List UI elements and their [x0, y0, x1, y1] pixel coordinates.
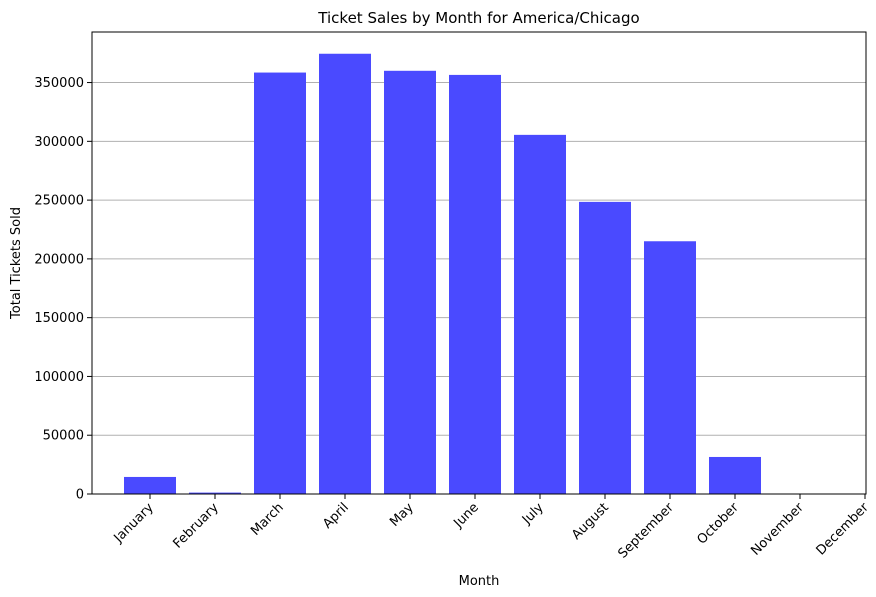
x-tick-label: January: [111, 500, 157, 546]
x-tick-label: November: [748, 500, 807, 559]
x-axis-title: Month: [459, 574, 500, 589]
x-tick-label: February: [170, 500, 222, 552]
x-tick-label: July: [519, 500, 547, 528]
bar-july: [514, 134, 566, 494]
bar-september: [644, 241, 696, 494]
bars: [124, 53, 761, 495]
bar-october: [709, 456, 761, 494]
x-tick-label: September: [615, 500, 677, 562]
y-tick-label: 250000: [34, 194, 84, 209]
bar-march: [254, 72, 306, 494]
bar-february: [189, 492, 241, 494]
y-tick-label: 150000: [34, 311, 84, 326]
x-tick-label: December: [814, 500, 873, 559]
x-axis-ticks: January February March April May June July Augu…: [111, 494, 873, 562]
x-tick-label: June: [450, 500, 481, 531]
x-tick-label: October: [694, 500, 742, 548]
y-tick-label: 0: [76, 488, 84, 503]
chart-title: Ticket Sales by Month for America/Chicag…: [317, 9, 639, 27]
plot-frame: [91, 31, 867, 495]
bar-june: [449, 74, 501, 495]
x-tick-label: May: [387, 500, 417, 530]
bar-august: [579, 201, 631, 494]
y-tick-label: 200000: [34, 252, 84, 267]
x-tick-label: March: [248, 500, 287, 539]
y-tick-label: 350000: [34, 76, 84, 91]
y-axis-ticks: 0 50000 100000 150000 200000 250000 300000 3500…: [34, 76, 92, 503]
y-axis-title: Total Tickets Sold: [9, 207, 24, 320]
x-tick-label: April: [320, 500, 352, 532]
bar-may: [384, 70, 436, 495]
y-tick-label: 300000: [34, 135, 84, 150]
bar-april: [319, 53, 371, 494]
bar-january: [124, 476, 176, 494]
x-tick-label: August: [569, 500, 612, 543]
y-tick-label: 50000: [43, 429, 84, 444]
y-tick-label: 100000: [34, 370, 84, 385]
